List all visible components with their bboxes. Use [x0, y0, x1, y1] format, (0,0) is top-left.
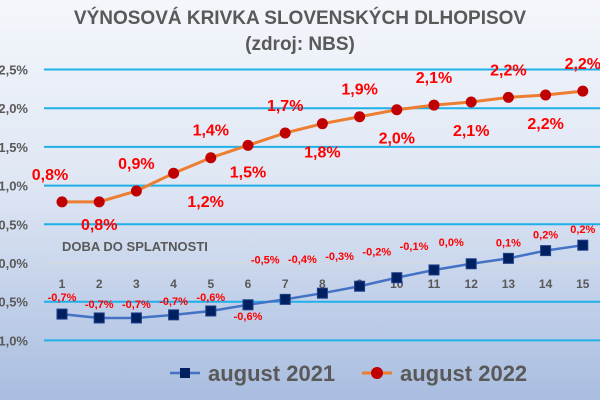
data-label: -0,3%	[325, 251, 354, 263]
data-point	[56, 196, 68, 208]
x-tick-label: 4	[170, 277, 177, 291]
data-label: -0,6%	[196, 292, 225, 304]
x-axis-title: DOBA DO SPLATNOSTI	[62, 239, 208, 254]
data-point	[205, 305, 217, 317]
data-point	[465, 258, 477, 270]
data-label: 0,2%	[570, 224, 595, 236]
chart-subtitle: (zdroj: NBS)	[245, 34, 355, 55]
x-tick-label: 11	[428, 277, 441, 291]
data-label: 2,1%	[453, 123, 489, 140]
data-point	[577, 85, 589, 97]
x-tick-label: 2	[96, 277, 103, 291]
data-label: -0,1%	[400, 241, 429, 253]
data-label: 2,2%	[527, 116, 563, 133]
y-tick-label: 2,0%	[0, 101, 28, 116]
x-tick-label: 8	[319, 277, 326, 291]
y-tick-label: 0,5%	[0, 217, 28, 232]
legend-label: august 2022	[400, 361, 527, 386]
data-point	[391, 104, 403, 116]
data-label: 1,7%	[267, 98, 303, 115]
data-point	[279, 127, 291, 139]
data-point	[93, 196, 105, 208]
y-tick-label: 2,5%	[0, 63, 28, 78]
legend-label: august 2021	[208, 361, 335, 386]
chart-title: VÝNOSOVÁ KRIVKA SLOVENSKÝCH DLHOPISOV	[73, 8, 527, 29]
data-label: 0,2%	[533, 230, 558, 242]
y-tick-label: -0,5%	[0, 295, 28, 310]
x-tick-label: 15	[576, 277, 590, 291]
data-label: 0,9%	[118, 156, 154, 173]
y-tick-label: 1,5%	[0, 140, 28, 155]
data-point	[577, 239, 589, 251]
data-label: 1,4%	[193, 123, 229, 140]
x-tick-label: 13	[502, 277, 516, 291]
x-tick-label: 14	[539, 277, 553, 291]
data-label: 1,5%	[230, 164, 266, 181]
data-label: -0,7%	[159, 296, 188, 308]
data-point	[428, 99, 440, 111]
data-point	[540, 89, 552, 101]
legend-marker-square-icon	[180, 368, 190, 378]
data-label: 2,2%	[490, 62, 526, 79]
data-label: -0,7%	[48, 292, 77, 304]
data-point	[93, 312, 105, 324]
data-point	[502, 91, 514, 103]
data-point	[354, 111, 366, 123]
data-label: 0,8%	[32, 167, 68, 184]
data-label: -0,4%	[288, 254, 317, 266]
x-tick-label: 12	[465, 277, 479, 291]
data-point	[242, 299, 254, 311]
data-label: 0,1%	[496, 237, 521, 249]
data-point	[168, 309, 180, 321]
data-label: -0,5%	[251, 254, 280, 266]
data-label: 0,8%	[81, 217, 117, 234]
data-label: 1,9%	[341, 82, 377, 99]
data-point	[316, 118, 328, 130]
data-point	[205, 152, 217, 164]
data-point	[130, 185, 142, 197]
data-label: 2,2%	[565, 56, 600, 73]
data-label: 0,0%	[439, 237, 464, 249]
data-point	[56, 308, 68, 320]
data-point	[354, 280, 366, 292]
x-tick-label: 6	[245, 277, 252, 291]
data-point	[465, 96, 477, 108]
data-label: -0,7%	[85, 299, 114, 311]
x-tick-label: 1	[59, 277, 66, 291]
data-point	[391, 272, 403, 284]
y-tick-label: 0,0%	[0, 256, 28, 271]
data-point	[242, 139, 254, 151]
data-point	[502, 252, 514, 264]
y-tick-label: 1,0%	[0, 179, 28, 194]
data-label: 2,0%	[379, 131, 415, 148]
x-tick-label: 7	[282, 277, 289, 291]
data-point	[428, 264, 440, 276]
x-tick-label: 5	[207, 277, 214, 291]
data-point	[130, 312, 142, 324]
data-label: 1,2%	[187, 194, 223, 211]
data-label: 2,1%	[416, 70, 452, 87]
data-label: -0,2%	[362, 247, 391, 259]
data-point	[316, 287, 328, 299]
data-point	[540, 245, 552, 257]
y-tick-label: -1,0%	[0, 333, 28, 348]
data-label: -0,6%	[234, 311, 263, 323]
legend-marker-circle-icon	[371, 367, 383, 379]
data-label: 1,8%	[304, 145, 340, 162]
x-tick-label: 3	[133, 277, 140, 291]
data-point	[168, 167, 180, 179]
data-point	[279, 293, 291, 305]
data-label: -0,7%	[122, 299, 151, 311]
